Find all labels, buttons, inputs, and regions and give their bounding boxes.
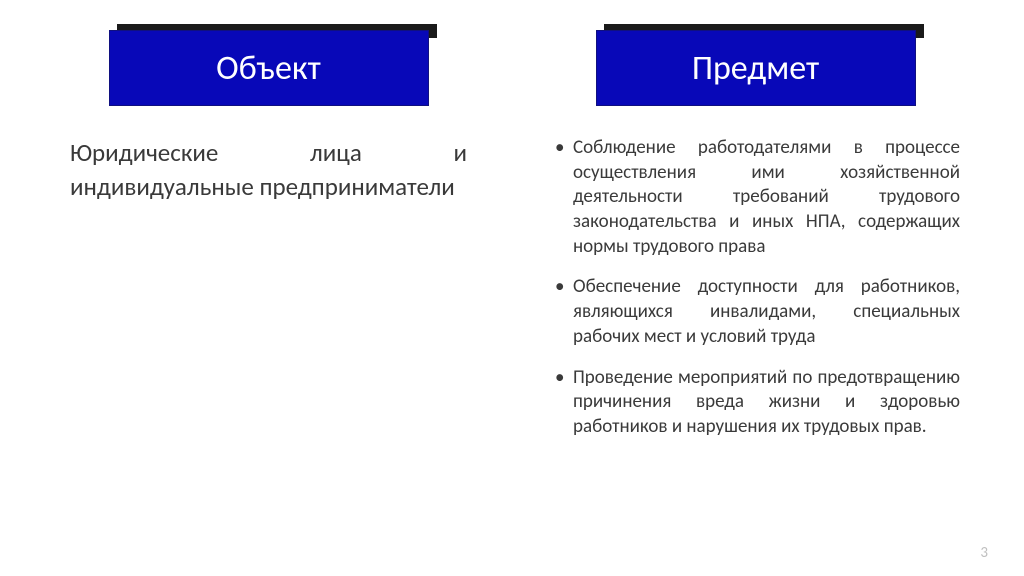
left-header-box: Объект: [109, 30, 429, 106]
left-header-text: Объект: [216, 48, 321, 89]
list-item: Обеспечение доступности для работников, …: [555, 275, 960, 349]
slide: Объект Юридические лица и индивидуальные…: [0, 0, 1024, 576]
right-header-box: Предмет: [596, 30, 916, 106]
list-item: Проведение мероприятий по предотвращению…: [555, 366, 960, 440]
list-item: Соблюдение работодателями в процессе осу…: [555, 136, 960, 259]
right-column: Предмет Соблюдение работодателями в проц…: [547, 30, 964, 536]
right-header: Предмет: [596, 30, 916, 106]
left-column: Объект Юридические лица и индивидуальные…: [60, 30, 477, 536]
right-header-text: Предмет: [692, 48, 819, 89]
left-header: Объект: [109, 30, 429, 106]
right-list: Соблюдение работодателями в процессе осу…: [547, 136, 964, 456]
left-body-text: Юридические лица и индивидуальные предпр…: [60, 136, 477, 204]
page-number: 3: [980, 544, 988, 562]
